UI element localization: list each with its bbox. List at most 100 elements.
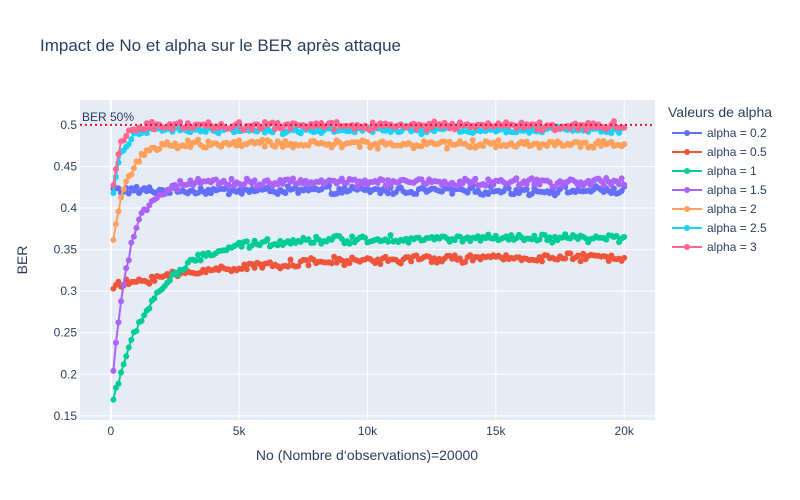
data-point [125, 190, 132, 197]
x-tick-label: 20k [615, 424, 635, 438]
data-point [202, 128, 209, 135]
data-point [215, 130, 222, 137]
data-point [133, 328, 140, 335]
y-axis-title: BER [14, 246, 30, 275]
data-point [454, 182, 461, 189]
data-point [446, 125, 453, 132]
x-tick-label: 5k [233, 424, 247, 438]
data-point [195, 136, 202, 143]
data-point [539, 258, 546, 265]
legend-item[interactable]: alpha = 3 [672, 240, 757, 254]
x-axis-title: No (Nombre d‘observations)=20000 [256, 447, 478, 463]
data-point [587, 182, 594, 189]
data-point [523, 181, 530, 188]
data-point [379, 177, 386, 184]
data-point [146, 305, 153, 312]
data-point [305, 142, 312, 149]
data-point [349, 233, 356, 240]
data-point [169, 125, 176, 132]
reference-line-group: BER 50% [80, 110, 655, 126]
legend-item[interactable]: alpha = 0.2 [672, 126, 767, 140]
data-point [295, 263, 302, 270]
data-point [528, 175, 535, 182]
data-point [146, 280, 153, 287]
y-tick-label: 0.4 [60, 201, 77, 215]
data-point [346, 260, 353, 267]
data-point [356, 144, 363, 151]
legend-swatch-marker [684, 244, 690, 250]
data-point [472, 175, 479, 182]
data-point [372, 140, 379, 147]
data-point [328, 260, 335, 267]
data-point [426, 253, 433, 260]
data-point [133, 183, 140, 190]
data-point [536, 119, 543, 126]
data-point [138, 317, 145, 324]
data-point [562, 255, 569, 262]
data-point [228, 175, 235, 182]
data-point [580, 122, 587, 129]
data-point [523, 138, 530, 145]
data-point [192, 257, 199, 264]
data-point [533, 176, 540, 183]
data-point [141, 126, 148, 133]
series-5 [110, 136, 628, 244]
data-point [336, 139, 343, 146]
x-axis-ticks: 0 5k 10k 15k 20k [107, 424, 634, 438]
data-point [490, 139, 497, 146]
chart-title: Impact de No et alpha sur le BER après a… [40, 36, 401, 55]
data-point [621, 254, 628, 261]
data-point [125, 257, 132, 264]
data-point [595, 138, 602, 145]
data-point [243, 266, 250, 273]
data-point [346, 240, 353, 247]
legend-item[interactable]: alpha = 0.5 [672, 145, 767, 159]
data-point [531, 232, 538, 239]
data-point [423, 127, 430, 134]
legend: alpha = 0.2 alpha = 0.5 alpha = 1 alpha = 1… [672, 126, 767, 254]
data-point [248, 242, 255, 249]
data-point [351, 176, 358, 183]
data-point [261, 129, 268, 136]
data-point [110, 190, 117, 197]
data-point [600, 182, 607, 189]
legend-swatch-marker [684, 225, 690, 231]
data-point [364, 139, 371, 146]
data-point [213, 176, 220, 183]
x-tick-label: 15k [486, 424, 506, 438]
data-point [449, 190, 456, 197]
data-point [274, 181, 281, 188]
data-point [354, 139, 361, 146]
data-point [374, 145, 381, 152]
data-point [182, 124, 189, 131]
data-point [523, 186, 530, 193]
data-point [282, 190, 289, 197]
data-point [338, 189, 345, 196]
legend-item[interactable]: alpha = 1.5 [672, 183, 767, 197]
data-point [241, 261, 248, 268]
legend-item[interactable]: alpha = 1 [672, 164, 757, 178]
data-point [459, 180, 466, 187]
data-point [456, 233, 463, 240]
data-point [616, 181, 623, 188]
data-point [292, 185, 299, 192]
y-tick-label: 0.15 [54, 409, 78, 423]
data-point [536, 236, 543, 243]
data-point [182, 143, 189, 150]
legend-item[interactable]: alpha = 2 [672, 202, 757, 216]
data-point [621, 233, 628, 240]
legend-swatch-marker [684, 206, 690, 212]
legend-item[interactable]: alpha = 2.5 [672, 221, 767, 235]
data-point [608, 130, 615, 137]
data-point [115, 208, 122, 215]
data-point [577, 144, 584, 151]
data-point [574, 139, 581, 146]
data-point [130, 165, 137, 172]
data-point [274, 242, 281, 249]
data-point [115, 380, 122, 387]
data-point [582, 127, 589, 134]
data-point [123, 178, 130, 185]
data-point [331, 126, 338, 133]
legend-title: Valeurs de alpha [668, 104, 772, 120]
data-point [136, 216, 143, 223]
